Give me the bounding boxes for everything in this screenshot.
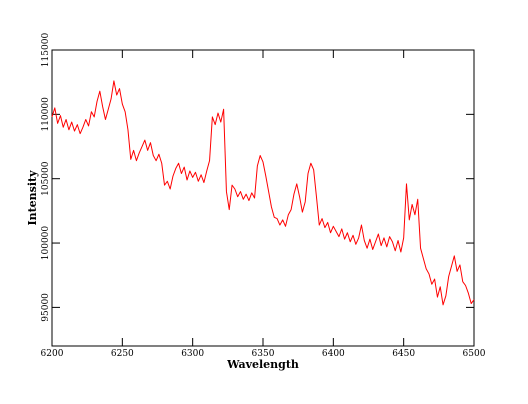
x-tick-label: 6450 (392, 349, 415, 359)
x-tick-label: 6250 (111, 349, 134, 359)
y-tick-label: 105000 (41, 161, 51, 196)
plot-frame (51, 49, 475, 347)
y-axis-label: Intensity (26, 170, 39, 226)
spectrum-line (51, 80, 475, 306)
x-tick-label: 6400 (322, 349, 345, 359)
x-tick-label: 6300 (181, 349, 204, 359)
y-tick-label: 95000 (41, 293, 51, 322)
y-tick-label: 110000 (41, 97, 51, 132)
y-tick-label: 115000 (41, 33, 51, 68)
y-tick-label: 100000 (41, 226, 51, 261)
x-axis-label: Wavelength (226, 358, 299, 371)
x-tick-label: 6500 (463, 349, 486, 359)
x-tick-label: 6350 (252, 349, 275, 359)
x-tick-label: 6200 (41, 349, 64, 359)
